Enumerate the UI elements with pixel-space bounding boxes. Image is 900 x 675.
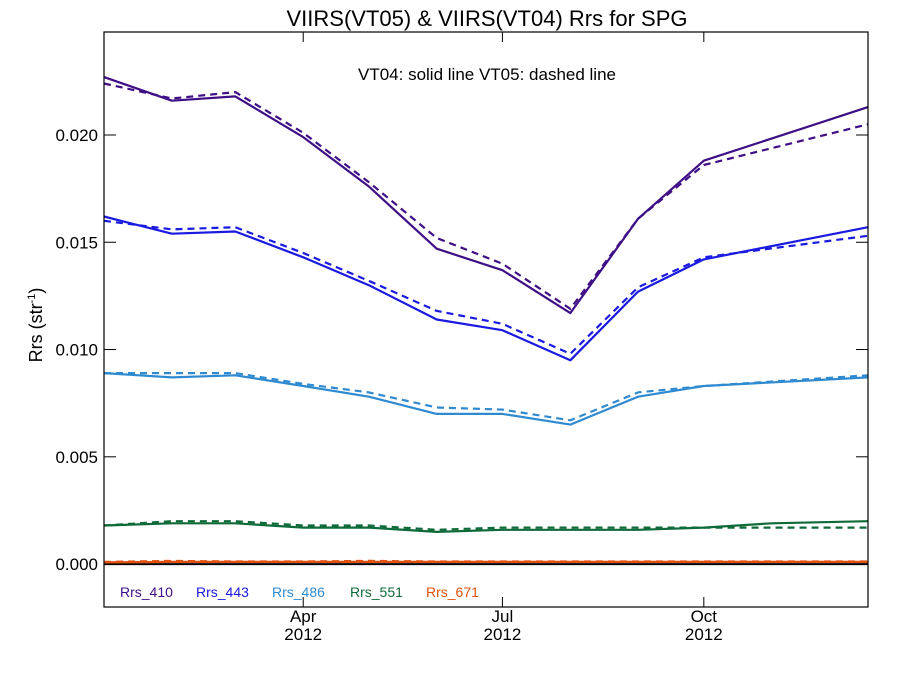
legend-item: Rrs_443	[196, 584, 249, 600]
y-tick-label: 0.015	[55, 233, 98, 252]
chart-title: VIIRS(VT05) & VIIRS(VT04) Rrs for SPG	[287, 6, 688, 31]
plot-area: 0.0000.0050.0100.0150.020Apr2012Jul2012O…	[55, 32, 869, 644]
legend-item: Rrs_486	[272, 584, 325, 600]
y-tick-label: 0.010	[55, 341, 98, 360]
y-tick-label: 0.020	[55, 126, 98, 145]
series-line-rrs-486-vt04	[103, 372, 869, 426]
series-line-rrs-671-vt05	[103, 559, 868, 563]
x-tick-month: Apr	[290, 607, 317, 626]
series-line-rrs-443-vt05	[103, 219, 869, 355]
x-tick-year: 2012	[484, 625, 522, 644]
series-line-rrs-410-vt04	[103, 76, 869, 315]
y-tick-label: 0.000	[55, 555, 98, 574]
legend-item: Rrs_410	[120, 584, 173, 600]
svg-text:Rrs (str-1): Rrs (str-1)	[26, 288, 46, 363]
chart-annotation: VT04: solid line VT05: dashed line	[358, 65, 616, 84]
legend-item: Rrs_551	[350, 584, 403, 600]
legend-item: Rrs_671	[426, 584, 479, 600]
series-line-rrs-551-vt04	[103, 520, 869, 534]
y-axis-label-close: )	[26, 288, 46, 294]
series-line-rrs-443-vt04	[103, 215, 869, 362]
x-tick-year: 2012	[284, 625, 322, 644]
series-line-rrs-486-vt05	[104, 372, 869, 422]
y-axis-label: Rrs (str-1)	[26, 288, 46, 363]
y-tick-label: 0.005	[55, 448, 98, 467]
x-tick-year: 2012	[685, 625, 723, 644]
plot-frame	[103, 31, 869, 608]
x-tick-month: Jul	[492, 607, 514, 626]
y-axis-label-sup: -1	[26, 294, 38, 304]
y-axis-label-main: Rrs (str	[26, 303, 46, 362]
series-line-rrs-410-vt05	[103, 82, 869, 310]
series-line-rrs-551-vt05	[103, 520, 868, 531]
x-tick-month: Oct	[691, 607, 718, 626]
